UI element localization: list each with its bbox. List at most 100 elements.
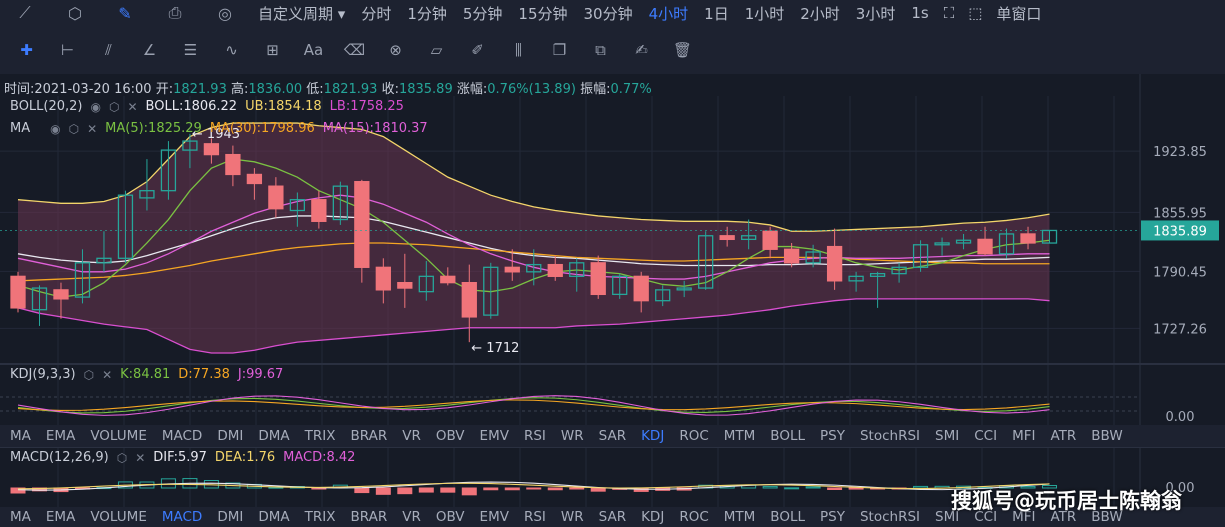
add-box-icon[interactable]: ⊞: [266, 41, 279, 59]
indicator-tab-atr[interactable]: ATR: [1050, 428, 1077, 444]
note-icon[interactable]: ✍: [635, 41, 648, 59]
macd-bar: [397, 487, 413, 495]
indicator-tab-psy[interactable]: PSY: [820, 509, 845, 525]
indicator-tab-mfi[interactable]: MFI: [1012, 509, 1036, 525]
indicator-tab-atr[interactable]: ATR: [1050, 509, 1077, 525]
indicator-tab-psy[interactable]: PSY: [820, 428, 845, 444]
period-4[interactable]: 15分钟: [518, 4, 568, 23]
period-0[interactable]: 自定义周期 ▾: [258, 4, 346, 23]
indicator-tab-wr[interactable]: WR: [560, 428, 584, 444]
indicator-tab-dmi[interactable]: DMI: [217, 509, 244, 525]
text-icon[interactable]: Aa: [303, 41, 324, 59]
settings-icon[interactable]: ⬡: [83, 367, 95, 382]
horizontal-line-icon[interactable]: ⊢: [60, 41, 75, 59]
indicator-tab-cci[interactable]: CCI: [974, 509, 998, 525]
indicator-tab-bbw[interactable]: BBW: [1091, 509, 1123, 525]
indicator-tab-mtm[interactable]: MTM: [723, 428, 756, 444]
indicator-tab-macd[interactable]: MACD: [161, 428, 203, 444]
window-icon[interactable]: ⬚: [968, 4, 983, 22]
angle-icon[interactable]: ∠: [142, 41, 157, 59]
period-8[interactable]: 1小时: [744, 4, 785, 23]
indicator-tab-trix[interactable]: TRIX: [304, 428, 336, 444]
fib-lines-icon[interactable]: ☰: [183, 41, 198, 59]
settings-icon[interactable]: ⬡: [68, 121, 80, 136]
period-11[interactable]: 1s: [911, 4, 929, 22]
indicator-tab-vr[interactable]: VR: [402, 509, 421, 525]
indicator-tab-trix[interactable]: TRIX: [304, 509, 336, 525]
period-2[interactable]: 1分钟: [407, 4, 447, 23]
brush-icon[interactable]: ✐: [471, 41, 484, 59]
indicator-tab-roc[interactable]: ROC: [679, 509, 709, 525]
close-icon[interactable]: ✕: [87, 121, 98, 136]
settings-hex-icon[interactable]: ⬡: [68, 3, 82, 23]
period-3[interactable]: 5分钟: [462, 4, 503, 23]
wave-icon[interactable]: ∿: [225, 41, 238, 59]
indicator-tab-dma[interactable]: DMA: [258, 428, 290, 444]
indicator-tab-wr[interactable]: WR: [560, 509, 584, 525]
indicator-tab-dma[interactable]: DMA: [258, 509, 290, 525]
eraser-icon[interactable]: ⌫: [343, 41, 366, 59]
pen-icon[interactable]: ✎: [118, 3, 132, 23]
duplicate-icon[interactable]: ⧉: [595, 41, 606, 59]
indicator-tab-stochrsi[interactable]: StochRSI: [859, 509, 921, 525]
price-chart[interactable]: 1923.85 1855.95 1790.45 1727.26 ← 1943 ← 1712…: [0, 74, 1225, 527]
indicator-tab-ema[interactable]: EMA: [45, 509, 76, 525]
candle-body: [397, 282, 413, 289]
indicator-tab-ma[interactable]: MA: [10, 428, 31, 444]
indicator-tab-bbw[interactable]: BBW: [1091, 428, 1123, 444]
indicator-tab-sar[interactable]: SAR: [598, 428, 627, 444]
indicator-tab-volume[interactable]: VOLUME: [90, 509, 147, 525]
indicator-tab-dmi[interactable]: DMI: [217, 428, 244, 444]
line-chart-icon[interactable]: ⟋: [19, 3, 31, 22]
single-window-button[interactable]: 单窗口: [996, 4, 1042, 23]
candles-icon[interactable]: ⫼: [515, 41, 522, 59]
ruler-icon[interactable]: ▱: [430, 41, 443, 59]
period-6[interactable]: 4小时: [648, 4, 689, 23]
indicator-tab-sar[interactable]: SAR: [598, 509, 627, 525]
indicator-tab-volume[interactable]: VOLUME: [90, 428, 147, 444]
indicator-tab-emv[interactable]: EMV: [479, 509, 509, 525]
indicator-tab-emv[interactable]: EMV: [479, 428, 509, 444]
indicator-tab-brar[interactable]: BRAR: [350, 509, 388, 525]
period-1[interactable]: 分时: [361, 4, 392, 23]
indicator-tab-roc[interactable]: ROC: [679, 428, 709, 444]
indicator-tab-stochrsi[interactable]: StochRSI: [859, 428, 921, 444]
indicator-tab-smi[interactable]: SMI: [935, 509, 960, 525]
close-icon[interactable]: ✕: [135, 450, 146, 465]
indicator-tab-mfi[interactable]: MFI: [1012, 428, 1036, 444]
fullscreen-icon[interactable]: ⛶: [943, 4, 955, 22]
indicator-tab-rsi[interactable]: RSI: [523, 509, 546, 525]
indicator-tab-boll[interactable]: BOLL: [770, 428, 805, 444]
indicator-tab-cci[interactable]: CCI: [974, 428, 998, 444]
settings-icon[interactable]: ⬡: [108, 99, 120, 114]
eye-icon[interactable]: ◉: [90, 99, 101, 114]
period-7[interactable]: 1日: [704, 4, 729, 23]
compass-icon[interactable]: ◎: [218, 3, 232, 23]
period-9[interactable]: 2小时: [800, 4, 840, 23]
indicator-tab-brar[interactable]: BRAR: [350, 428, 388, 444]
settings-icon[interactable]: ⬡: [116, 450, 128, 465]
copy-icon[interactable]: ❐: [552, 41, 567, 59]
indicator-tab-macd[interactable]: MACD: [161, 509, 203, 525]
indicator-tab-obv[interactable]: OBV: [435, 428, 465, 444]
period-5[interactable]: 30分钟: [583, 4, 633, 23]
indicator-tab-smi[interactable]: SMI: [935, 428, 960, 444]
crosshair-icon[interactable]: ✚: [20, 41, 33, 59]
close-icon[interactable]: ✕: [102, 367, 113, 382]
indicator-tab-boll[interactable]: BOLL: [770, 509, 805, 525]
indicator-tab-ema[interactable]: EMA: [45, 428, 76, 444]
indicator-tab-rsi[interactable]: RSI: [523, 428, 546, 444]
close-icon[interactable]: ✕: [127, 99, 138, 114]
printer-icon[interactable]: ⎙: [168, 3, 182, 22]
period-10[interactable]: 3小时: [855, 4, 896, 23]
indicator-tab-mtm[interactable]: MTM: [723, 509, 756, 525]
trash-icon[interactable]: 🗑: [672, 41, 693, 59]
magnet-icon[interactable]: ⊗: [389, 41, 402, 59]
indicator-tab-obv[interactable]: OBV: [435, 509, 465, 525]
parallel-lines-icon[interactable]: ⫽: [105, 41, 112, 59]
indicator-tab-vr[interactable]: VR: [402, 428, 421, 444]
indicator-tab-ma[interactable]: MA: [10, 509, 31, 525]
indicator-tab-kdj[interactable]: KDJ: [641, 509, 665, 525]
eye-icon[interactable]: ◉: [50, 121, 61, 136]
indicator-tab-kdj[interactable]: KDJ: [641, 428, 665, 444]
